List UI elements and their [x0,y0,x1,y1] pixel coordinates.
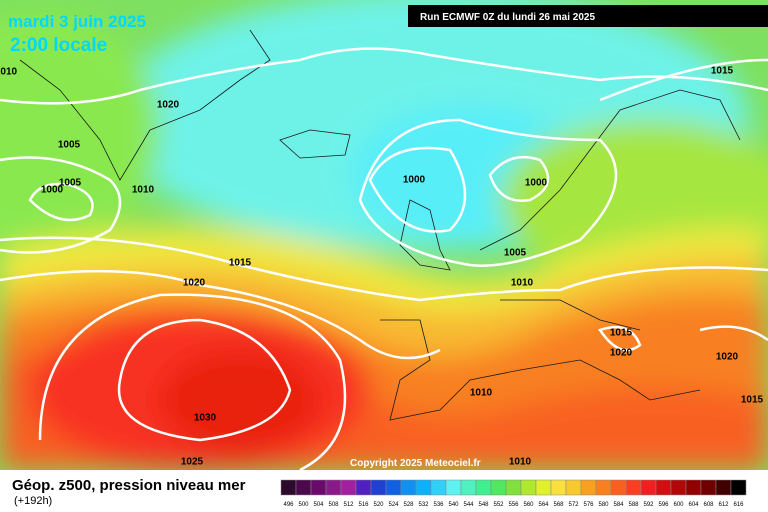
scale-swatch [730,479,747,496]
isobar-label: 1020 [716,352,739,363]
footer-title: Géop. z500, pression niveau mer [12,477,246,494]
scale-label: 508 [328,502,339,508]
scale-label: 504 [313,502,324,508]
scale-label: 556 [508,502,519,508]
scale-label: 524 [388,502,399,508]
scale-label: 600 [673,502,684,508]
isobar-label: 1010 [470,388,493,399]
scale-label: 584 [613,502,624,508]
scale-label: 592 [643,502,654,508]
scale-swatch [460,479,477,496]
scale-label: 544 [463,502,474,508]
scale-swatch [355,479,372,496]
scale-swatch [715,479,732,496]
scale-label: 604 [688,502,699,508]
scale-label: 516 [358,502,369,508]
run-info: Run ECMWF 0Z du lundi 26 mai 2025 [420,12,595,23]
scale-label: 612 [718,502,729,508]
scale-label: 568 [553,502,564,508]
scale-swatch [595,479,612,496]
scale-swatch [685,479,702,496]
scale-swatch [490,479,507,496]
scale-label: 548 [478,502,489,508]
isobar-label: 1025 [181,457,204,468]
scale-swatch [640,479,657,496]
scale-swatch [400,479,417,496]
scale-swatch [610,479,627,496]
isobar-label: 1000 [525,178,548,189]
scale-swatch [415,479,432,496]
scale-swatch [670,479,687,496]
scale-label: 500 [298,502,309,508]
isobar-label: 1020 [183,278,206,289]
isobar-label: 1010 [511,278,534,289]
scale-label: 552 [493,502,504,508]
scale-label: 588 [628,502,639,508]
isobar-label: 1015 [229,258,252,269]
scale-label: 520 [373,502,384,508]
forecast-time: 2:00 locale [10,35,107,56]
isobar-label: 1005 [59,178,82,189]
map-field [0,0,768,470]
scale-label: 540 [448,502,459,508]
scale-label: 512 [343,502,354,508]
isobar-label: 1010 [132,185,155,196]
scale-label: 564 [538,502,549,508]
scale-label: 536 [433,502,444,508]
scale-swatch [325,479,342,496]
scale-swatch [550,479,567,496]
isobar-label: 1030 [194,413,217,424]
scale-swatch [535,479,552,496]
isobar-label: 1015 [610,328,633,339]
scale-swatch [655,479,672,496]
scale-swatch [565,479,582,496]
scale-label: 528 [403,502,414,508]
scale-label: 616 [733,502,744,508]
scale-swatch [475,479,492,496]
scale-swatch [280,479,297,496]
isobars [0,47,768,470]
scale-swatch [370,479,387,496]
isobar-label: 1020 [157,100,180,111]
coastlines [19,29,741,421]
scale-label: 532 [418,502,429,508]
isobar-label: 1015 [741,395,764,406]
isobar-label: 1000 [41,185,64,196]
scale-swatch [625,479,642,496]
scale-label: 576 [583,502,594,508]
scale-label: 572 [568,502,579,508]
isobar-label: 1000 [403,175,426,186]
forecast-date: mardi 3 juin 2025 [8,12,146,31]
isobar-label: 1020 [610,348,633,359]
scale-swatch [295,479,312,496]
scale-swatch [520,479,537,496]
scale-swatch [700,479,717,496]
isobar-label: 1005 [504,248,527,259]
isobar-label: 1005 [58,140,81,151]
copyright: Copyright 2025 Meteociel.fr [350,458,481,469]
run-box [408,5,768,27]
scale-swatch [430,479,447,496]
scale-swatch [580,479,597,496]
scale-label: 596 [658,502,669,508]
isobar-label: 1010 [509,457,532,468]
isobar-label: 1015 [711,66,734,77]
scale-swatch [445,479,462,496]
isobar-label: 1010 [0,67,18,78]
scale-swatch [310,479,327,496]
scale-label: 580 [598,502,609,508]
scale-label: 608 [703,502,714,508]
scale-swatch [505,479,522,496]
scale-label: 560 [523,502,534,508]
scale-swatch [340,479,357,496]
scale-label: 496 [283,502,294,508]
scale-swatch [385,479,402,496]
lead-time: (+192h) [14,495,52,507]
